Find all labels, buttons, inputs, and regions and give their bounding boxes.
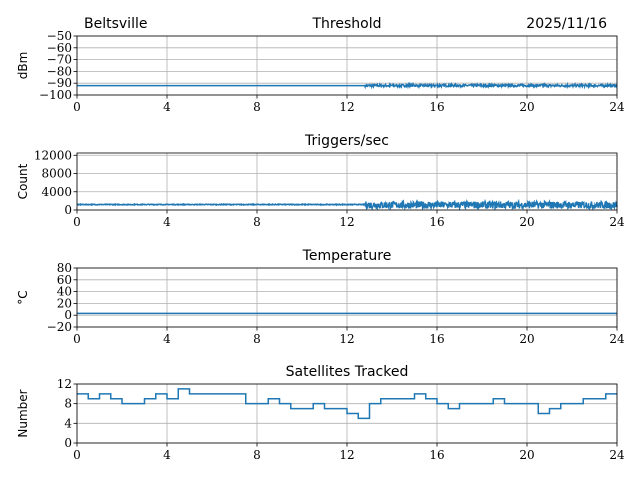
y-tick-label: 4000: [41, 185, 72, 199]
x-tick-label: 4: [163, 448, 171, 462]
subplot-title: Satellites Tracked: [286, 364, 409, 380]
x-tick-label: 24: [609, 332, 625, 346]
x-tick-label: 8: [253, 332, 261, 346]
y-tick-label: 0: [64, 308, 72, 322]
x-tick-label: 12: [339, 100, 354, 114]
x-tick-label: 8: [253, 100, 261, 114]
y-tick-label: −80: [47, 64, 72, 78]
x-tick-label: 20: [519, 100, 534, 114]
x-tick-label: 4: [163, 215, 171, 229]
y-tick-label: −50: [47, 29, 72, 43]
x-tick-label: 20: [519, 215, 534, 229]
x-tick-label: 0: [73, 100, 81, 114]
series-line-threshold: [77, 81, 618, 90]
x-tick-label: 16: [429, 448, 444, 462]
y-tick-label: −60: [47, 41, 72, 55]
date-label: 2025/11/16: [526, 16, 607, 32]
x-tick-label: 8: [253, 215, 261, 229]
y-tick-label: 80: [57, 261, 72, 275]
x-tick-label: 16: [429, 332, 444, 346]
axes-frame: [76, 35, 618, 96]
x-tick-label: 16: [429, 100, 444, 114]
x-tick-label: 20: [519, 448, 534, 462]
y-tick-label: 8: [64, 397, 72, 411]
y-axis-label: Count: [16, 163, 30, 199]
x-tick-label: 24: [609, 448, 625, 462]
y-tick-label: 8000: [41, 167, 72, 181]
y-tick-label: 12: [57, 377, 72, 391]
y-tick-label: 60: [57, 273, 72, 287]
x-tick-label: 0: [73, 215, 81, 229]
x-tick-label: 0: [73, 332, 81, 346]
x-tick-label: 20: [519, 332, 534, 346]
y-axis-label: Number: [16, 389, 30, 437]
y-tick-label: 12000: [34, 148, 72, 162]
x-tick-label: 12: [339, 215, 354, 229]
y-axis-label: dBm: [16, 52, 30, 80]
x-tick-label: 8: [253, 448, 261, 462]
x-tick-label: 16: [429, 215, 444, 229]
y-tick-label: −70: [47, 53, 72, 67]
subplot-title: Threshold: [312, 16, 382, 32]
axes-frame: [76, 152, 618, 211]
series-line-satellites: [77, 388, 617, 420]
subplot-triggers: 0 4 8 12 16 20 24 12000 8000 4000 0 Triggers/sec Cou…: [16, 133, 625, 229]
y-tick-label: 20: [57, 296, 72, 310]
y-tick-label: 0: [64, 203, 72, 217]
x-tick-label: 24: [609, 215, 625, 229]
x-tick-label: 4: [163, 100, 171, 114]
subplot-threshold: 0 4 8 12 16 20 24 −50−60−70−80−90−100 Threshold d…: [16, 16, 625, 114]
x-tick-label: 0: [73, 448, 81, 462]
y-tick-label: 0: [64, 436, 72, 450]
subplot-title: Temperature: [302, 248, 392, 264]
axes-frame: [76, 383, 618, 444]
x-tick-label: 12: [339, 332, 354, 346]
y-tick-label: −20: [47, 320, 72, 334]
y-tick-label: −90: [47, 76, 72, 90]
y-axis-label: °C: [16, 290, 30, 304]
y-tick-label: 40: [57, 285, 72, 299]
site-label: Beltsville: [84, 16, 147, 32]
x-tick-label: 24: [609, 100, 625, 114]
subplot-satellites: 0 4 8 12 16 20 24 12 8 4 0 Satellites Tracked Number: [16, 364, 625, 462]
x-tick-label: 12: [339, 448, 354, 462]
axes-frame: [76, 267, 618, 328]
x-tick-label: 4: [163, 332, 171, 346]
y-tick-label: −100: [39, 88, 72, 102]
subplot-title: Triggers/sec: [304, 133, 389, 149]
y-tick-label: 4: [64, 416, 72, 430]
series-line-triggers: [76, 198, 618, 212]
